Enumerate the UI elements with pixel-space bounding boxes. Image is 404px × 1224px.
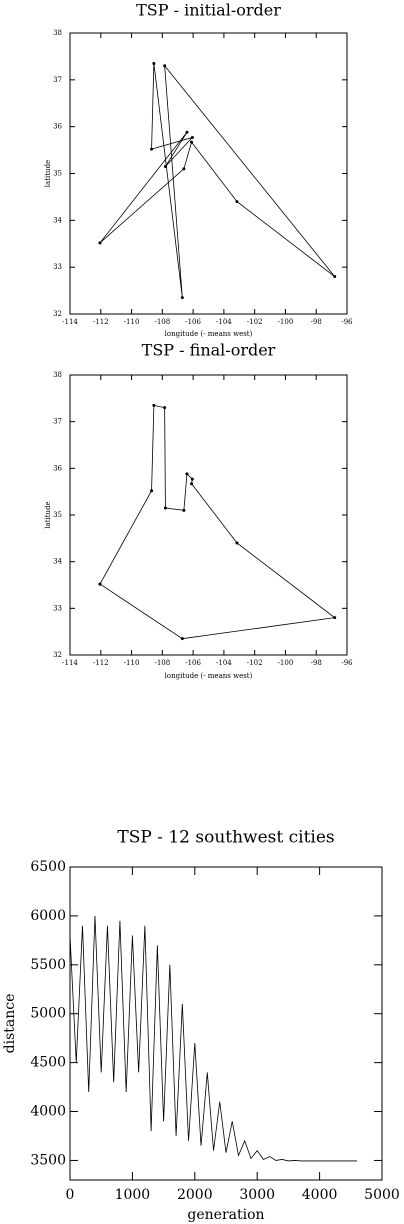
point — [150, 147, 154, 151]
y-tick-label: 32 — [53, 651, 62, 659]
point — [180, 637, 184, 641]
x-tick-label: -114 — [62, 659, 78, 667]
y-tick-label: 36 — [53, 123, 62, 131]
x-tick-label: 3000 — [239, 1187, 275, 1203]
chart-title: TSP - 12 southwest cities — [117, 828, 334, 848]
y-tick-label: 4500 — [30, 1055, 66, 1071]
x-axis-label: generation — [187, 1207, 264, 1223]
x-tick-label: 5000 — [364, 1187, 400, 1203]
point — [163, 406, 167, 410]
y-tick-label: 4000 — [30, 1104, 66, 1120]
x-tick-label: -96 — [341, 659, 353, 667]
x-tick-label: -98 — [311, 659, 322, 667]
y-tick-label: 34 — [53, 216, 62, 224]
point — [333, 275, 337, 279]
x-tick-label: 0 — [66, 1187, 75, 1203]
x-tick-label: -100 — [278, 318, 294, 326]
x-tick-label: -114 — [62, 318, 78, 326]
y-tick-label: 3500 — [30, 1152, 66, 1168]
point — [152, 61, 156, 65]
x-axis-label: longitude (- means west) — [165, 330, 253, 338]
y-tick-label: 37 — [53, 76, 62, 84]
x-axis-label: longitude (- means west) — [165, 672, 253, 680]
y-tick-label: 32 — [53, 310, 62, 318]
y-tick-label: 35 — [53, 170, 62, 178]
point — [163, 164, 167, 168]
x-tick-label: -112 — [93, 659, 109, 667]
y-tick-label: 35 — [53, 511, 62, 519]
series-line — [99, 63, 336, 298]
x-tick-label: -104 — [216, 659, 232, 667]
y-tick-label: 38 — [53, 29, 62, 37]
x-tick-label: -108 — [154, 318, 170, 326]
y-tick-label: 33 — [53, 604, 62, 612]
point — [235, 541, 239, 545]
x-tick-label: -96 — [341, 318, 353, 326]
x-tick-label: 4000 — [302, 1187, 338, 1203]
point — [190, 477, 194, 481]
point — [190, 482, 194, 486]
x-tick-label: -100 — [278, 659, 294, 667]
point — [190, 140, 194, 144]
y-tick-label: 6000 — [30, 908, 66, 924]
y-tick-label: 6500 — [30, 859, 66, 875]
point — [98, 241, 102, 245]
series-line — [99, 404, 336, 640]
x-tick-label: -110 — [124, 659, 140, 667]
x-tick-label: -106 — [185, 318, 201, 326]
point — [163, 64, 167, 68]
x-tick-label: -112 — [93, 318, 109, 326]
x-tick-label: -98 — [311, 318, 322, 326]
plot-frame — [69, 374, 348, 656]
x-tick-label: -104 — [216, 318, 232, 326]
y-axis-label: latitude — [44, 501, 52, 528]
point — [180, 296, 184, 300]
y-tick-label: 5000 — [30, 1006, 66, 1022]
x-tick-label: -108 — [154, 659, 170, 667]
point — [185, 472, 189, 476]
point — [185, 130, 189, 134]
series-line — [69, 915, 358, 1162]
point — [163, 506, 167, 510]
x-tick-label: 2000 — [177, 1187, 213, 1203]
x-tick-label: -102 — [247, 318, 263, 326]
point — [190, 135, 194, 139]
y-tick-label: 38 — [53, 371, 62, 379]
chart-title: TSP - initial-order — [136, 1, 281, 20]
plot-frame — [69, 32, 348, 315]
point — [333, 616, 337, 620]
x-tick-label: -106 — [185, 659, 201, 667]
y-axis-label: distance — [2, 994, 18, 1054]
point — [150, 489, 154, 493]
x-tick-label: 1000 — [115, 1187, 151, 1203]
point — [235, 200, 239, 204]
point — [182, 508, 186, 512]
y-tick-label: 36 — [53, 464, 62, 472]
x-tick-label: -110 — [124, 318, 140, 326]
y-axis-label: latitude — [44, 160, 52, 187]
y-tick-label: 5500 — [30, 957, 66, 973]
y-tick-label: 33 — [53, 263, 62, 271]
point — [182, 167, 186, 171]
chart-title: TSP - final-order — [142, 341, 276, 360]
y-tick-label: 34 — [53, 558, 62, 566]
point — [152, 403, 156, 407]
point — [98, 582, 102, 586]
x-tick-label: -102 — [247, 659, 263, 667]
y-tick-label: 37 — [53, 418, 62, 426]
plot-frame — [69, 866, 383, 1181]
